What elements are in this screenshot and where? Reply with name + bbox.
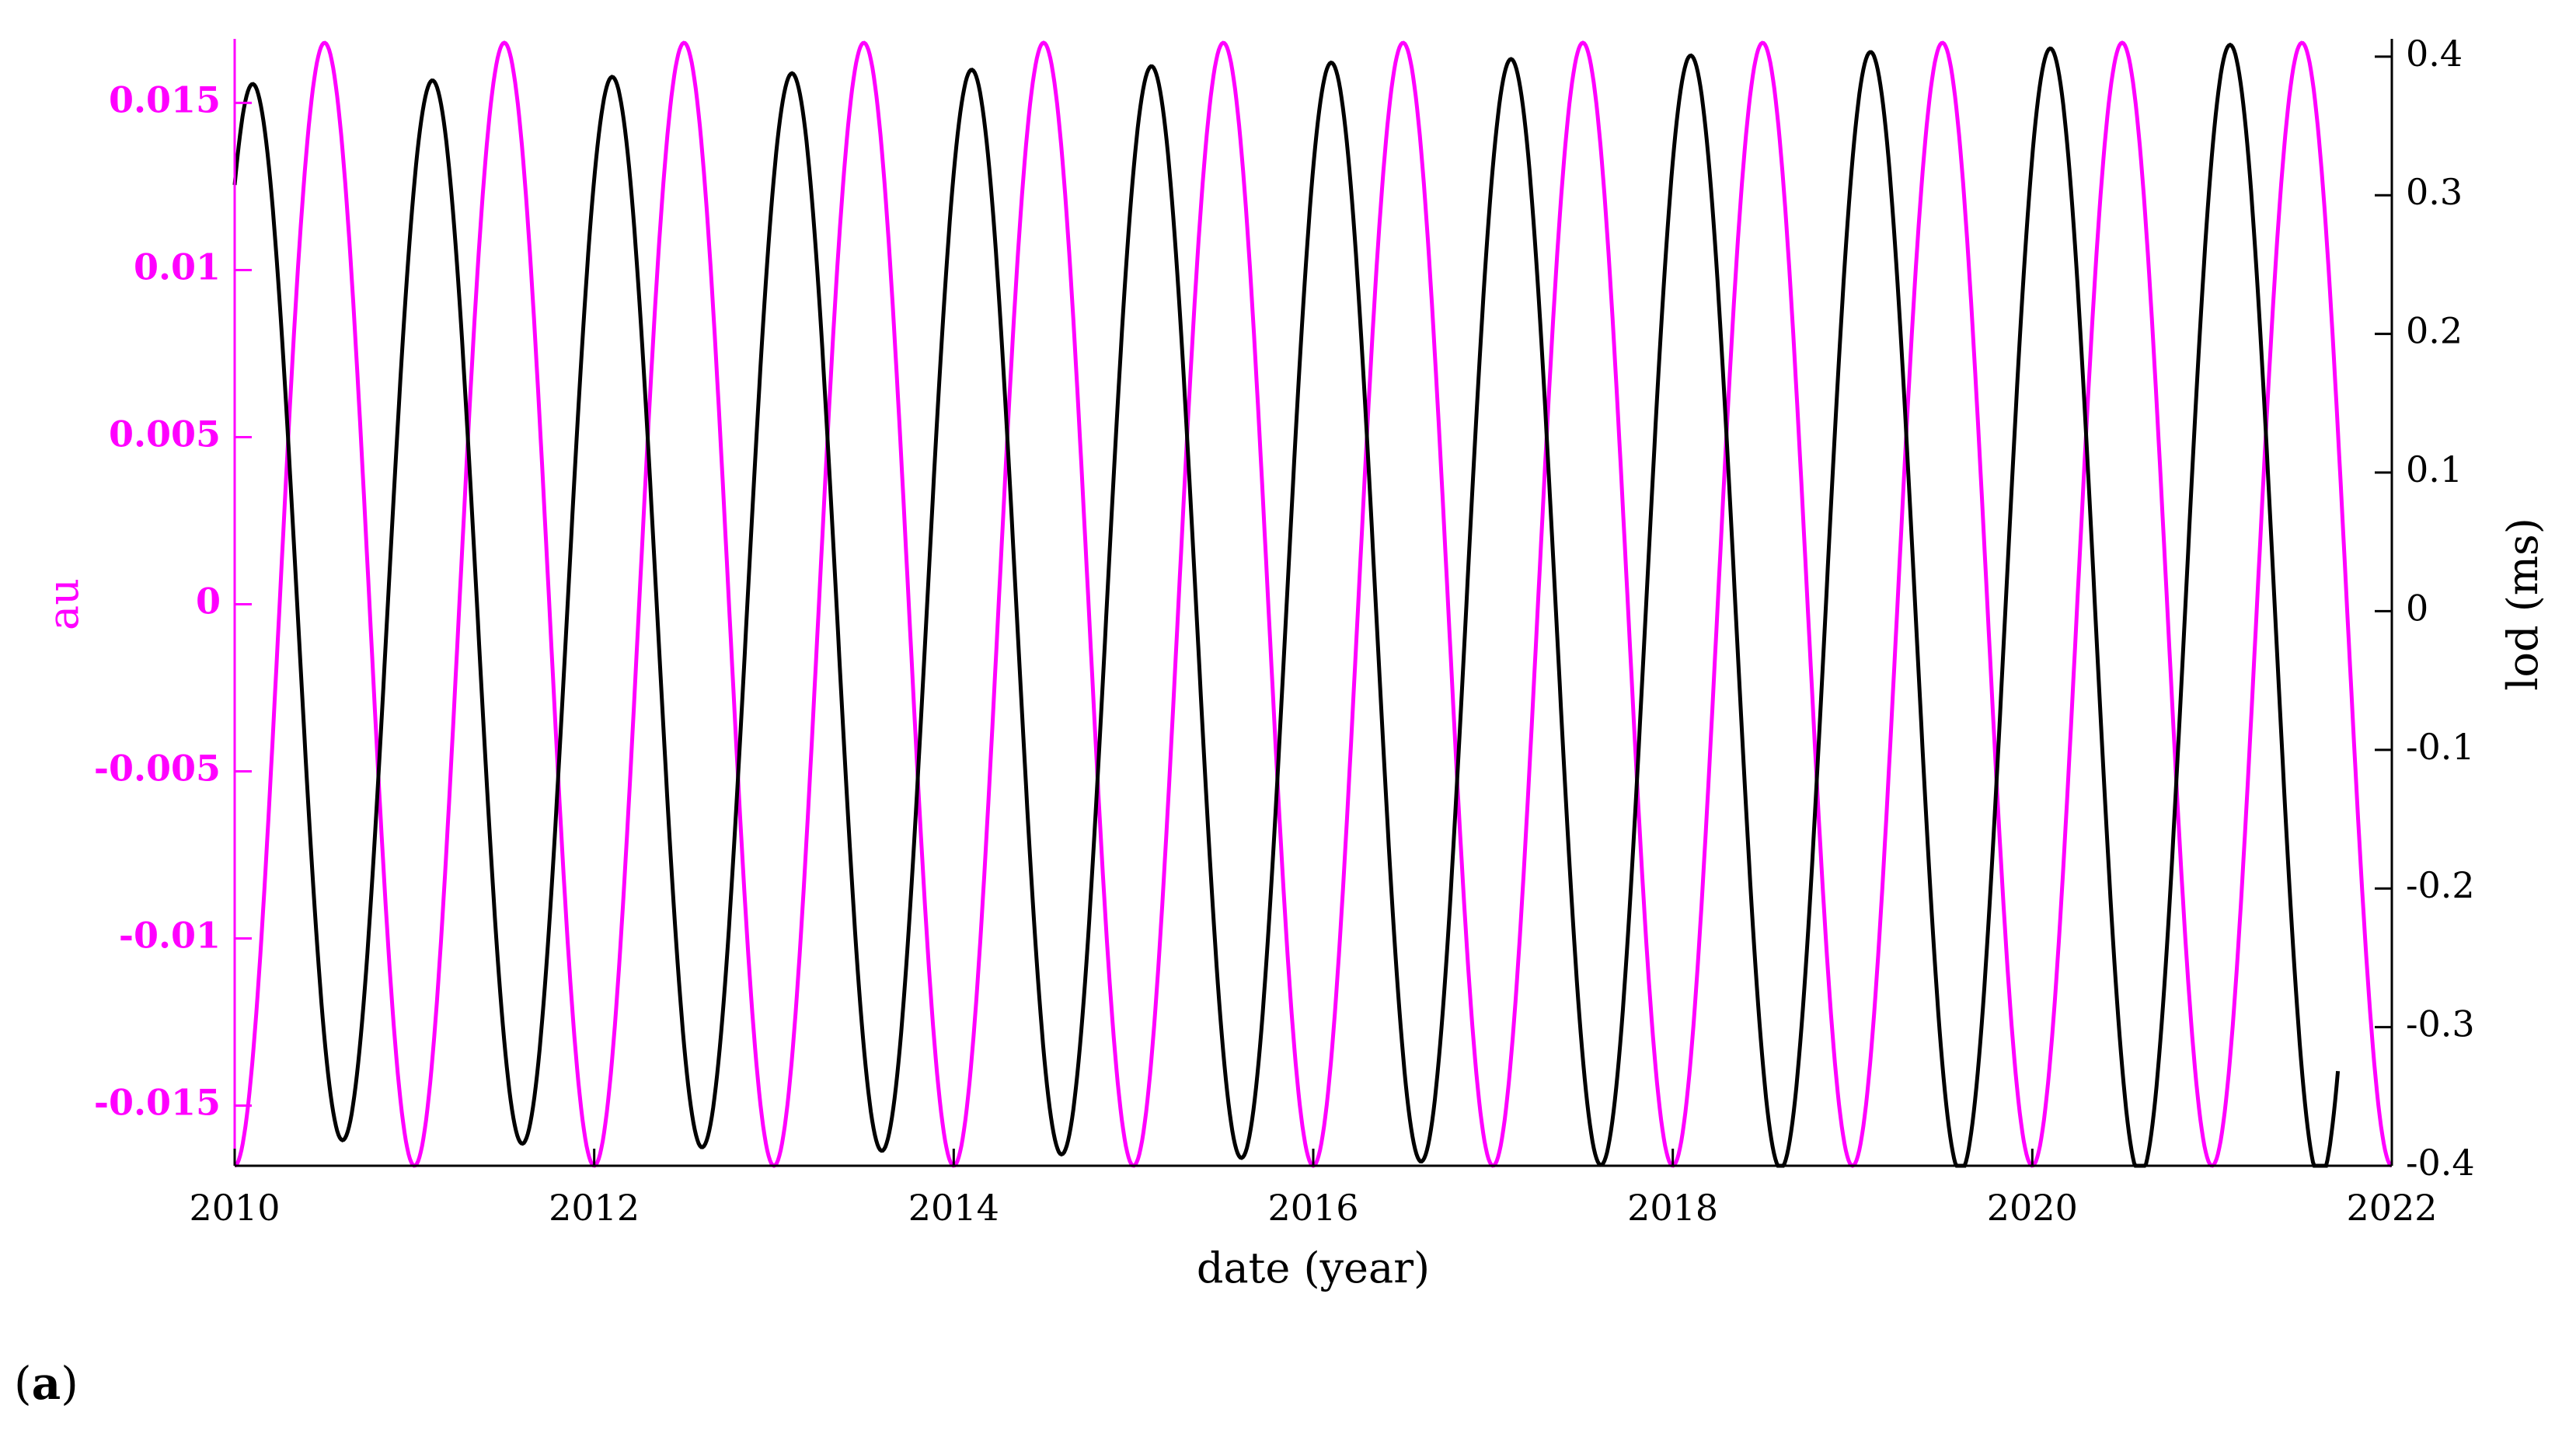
left-tick-label: -0.01	[119, 915, 221, 957]
left-tick-label: -0.005	[94, 748, 221, 790]
right-tick-label: -0.1	[2406, 726, 2475, 768]
x-tick-label: 2010	[189, 1187, 280, 1229]
left-tick-label: -0.015	[94, 1082, 221, 1124]
left-axis-title: au	[39, 578, 88, 630]
panel-label: (a)	[14, 1357, 78, 1410]
x-tick-label: 2014	[908, 1187, 999, 1229]
left-tick-label: 0.015	[109, 78, 221, 120]
x-tick-label: 2016	[1267, 1187, 1358, 1229]
right-tick-label: 0.4	[2406, 33, 2463, 75]
right-tick-label: -0.3	[2406, 1003, 2475, 1045]
right-tick-label: 0.2	[2406, 310, 2463, 352]
left-tick-label: 0.01	[134, 246, 221, 288]
x-tick-label: 2022	[2346, 1187, 2437, 1229]
right-tick-label: 0.1	[2406, 448, 2463, 490]
x-tick-label: 2012	[549, 1187, 640, 1229]
x-tick-label: 2020	[1987, 1187, 2078, 1229]
left-tick-label: 0	[196, 581, 221, 623]
series-line-au	[233, 40, 2393, 1168]
series-line-lod	[232, 42, 2341, 1168]
left-tick-label: 0.005	[109, 413, 221, 455]
right-axis-title: lod (ms)	[2498, 518, 2547, 691]
right-tick-label: -0.2	[2406, 864, 2475, 906]
right-tick-label: 0	[2406, 587, 2428, 629]
x-axis-title: date (year)	[1197, 1243, 1430, 1292]
x-tick-label: 2018	[1627, 1187, 1718, 1229]
right-tick-label: 0.3	[2406, 171, 2463, 213]
right-tick-label: -0.4	[2406, 1142, 2475, 1184]
